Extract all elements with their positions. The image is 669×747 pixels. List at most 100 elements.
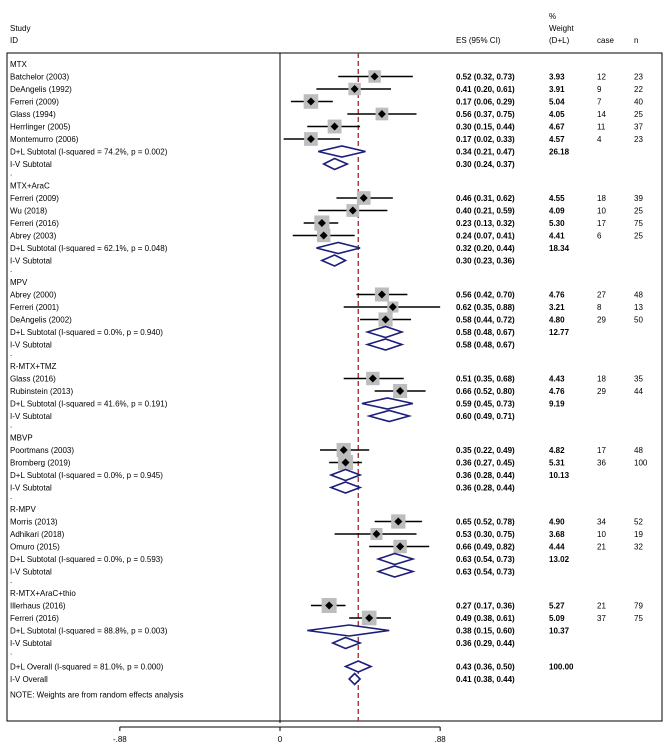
study-n: 35: [634, 375, 643, 384]
study-weight: 5.30: [549, 219, 565, 228]
study-label: Abrey (2003): [10, 232, 57, 241]
point-estimate: [377, 290, 386, 299]
dl-subtotal-es: 0.63 (0.54, 0.73): [456, 555, 515, 564]
dl-subtotal-label: D+L Subtotal (I-squared = 74.2%, p = 0.0…: [10, 148, 168, 157]
iv-subtotal-label: I-V Subtotal: [10, 341, 52, 350]
study-n: 48: [634, 446, 643, 455]
study-weight: 4.55: [549, 194, 565, 203]
dl-subtotal-weight: 26.18: [549, 148, 570, 157]
point-estimate: [359, 194, 368, 202]
study-label: Bromberg (2019): [10, 459, 71, 468]
iv-subtotal-diamond: [364, 338, 405, 351]
study-weight: 4.43: [549, 375, 565, 384]
study-es: 0.56 (0.42, 0.70): [456, 291, 515, 300]
dl-subtotal-es: 0.58 (0.48, 0.67): [456, 328, 515, 337]
study-n: 37: [634, 123, 643, 132]
study-label: Batchelor (2003): [10, 73, 69, 82]
group-title: MPV: [10, 278, 28, 287]
point-estimate: [396, 542, 405, 551]
study-case: 18: [597, 375, 606, 384]
iv-subtotal-diamond: [366, 409, 413, 423]
study-n: 25: [634, 110, 643, 119]
iv-subtotal-label: I-V Subtotal: [10, 160, 52, 169]
header-n: n: [634, 36, 638, 45]
dl-subtotal-es: 0.32 (0.20, 0.44): [456, 244, 515, 253]
study-weight: 5.04: [549, 98, 565, 107]
study-es: 0.62 (0.35, 0.88): [456, 303, 515, 312]
point-estimate: [348, 206, 357, 215]
study-label: Ferreri (2001): [10, 303, 59, 312]
study-case: 27: [597, 291, 606, 300]
study-weight: 3.91: [549, 85, 565, 94]
point-estimate: [370, 72, 379, 81]
iv-subtotal-es: 0.36 (0.28, 0.44): [456, 484, 515, 493]
dl-subtotal-weight: 13.02: [549, 555, 570, 564]
iv-subtotal-es: 0.36 (0.29, 0.44): [456, 639, 515, 648]
study-es: 0.46 (0.31, 0.62): [456, 194, 515, 203]
iv-subtotal-label: I-V Subtotal: [10, 412, 52, 421]
group-title: R-MTX+AraC+thio: [10, 589, 76, 598]
header-pct: %: [549, 12, 556, 21]
point-estimate: [317, 219, 326, 227]
group-separator: .: [10, 492, 12, 501]
dl-subtotal-weight: 18.34: [549, 244, 570, 253]
point-estimate: [394, 517, 403, 526]
study-weight: 4.80: [549, 316, 565, 325]
study-label: Ferreri (2016): [10, 614, 59, 623]
point-estimate: [396, 387, 405, 395]
study-n: 50: [634, 316, 643, 325]
dl-overall-es: 0.43 (0.36, 0.50): [456, 663, 515, 672]
point-estimate: [325, 601, 334, 610]
study-case: 6: [597, 232, 602, 241]
study-case: 29: [597, 316, 606, 325]
study-label: Poortmans (2003): [10, 446, 74, 455]
dl-overall-diamond: [343, 660, 374, 673]
study-es: 0.17 (0.02, 0.33): [456, 135, 515, 144]
iv-subtotal-diamond: [319, 254, 348, 267]
dl-subtotal-diamond: [364, 325, 405, 339]
point-estimate: [341, 458, 350, 467]
header-es: ES (95% CI): [456, 36, 501, 45]
study-weight: 4.90: [549, 518, 565, 527]
study-es: 0.41 (0.20, 0.61): [456, 85, 515, 94]
iv-subtotal-label: I-V Subtotal: [10, 484, 52, 493]
dl-subtotal-weight: 12.77: [549, 328, 570, 337]
study-n: 100: [634, 459, 648, 468]
point-estimate: [330, 122, 339, 131]
study-case: 10: [597, 530, 606, 539]
study-es: 0.30 (0.15, 0.44): [456, 123, 515, 132]
study-n: 23: [634, 73, 643, 82]
forest-marks: MTX Batchelor (2003) 0.52 (0.32, 0.73) 3.93…: [10, 53, 648, 723]
iv-subtotal-label: I-V Subtotal: [10, 257, 52, 266]
study-n: 44: [634, 387, 643, 396]
point-estimate: [319, 231, 328, 240]
study-n: 19: [634, 530, 643, 539]
dl-subtotal-diamond: [316, 241, 361, 255]
study-label: Glass (1994): [10, 110, 56, 119]
study-label: Omuro (2015): [10, 543, 60, 552]
dl-subtotal-es: 0.38 (0.15, 0.60): [456, 627, 515, 636]
study-n: 25: [634, 207, 643, 216]
study-label: Wu (2018): [10, 207, 48, 216]
group-separator: .: [10, 648, 12, 657]
study-label: Montemurro (2006): [10, 135, 79, 144]
study-es: 0.23 (0.13, 0.32): [456, 219, 515, 228]
study-case: 21: [597, 543, 606, 552]
study-n: 75: [634, 219, 643, 228]
study-label: Adhikari (2018): [10, 530, 65, 539]
dl-subtotal-diamond: [375, 552, 416, 566]
study-label: Ferreri (2009): [10, 98, 59, 107]
study-n: 79: [634, 602, 643, 611]
iv-subtotal-es: 0.63 (0.54, 0.73): [456, 568, 515, 577]
study-label: Abrey (2000): [10, 291, 57, 300]
study-n: 25: [634, 232, 643, 241]
dl-subtotal-label: D+L Subtotal (I-squared = 41.6%, p = 0.1…: [10, 400, 168, 409]
study-es: 0.58 (0.44, 0.72): [456, 316, 515, 325]
iv-overall-label: I-V Overall: [10, 675, 48, 684]
iv-subtotal-diamond: [330, 636, 363, 650]
header-study: Study: [10, 24, 30, 33]
study-weight: 5.09: [549, 614, 565, 623]
group-separator: .: [10, 349, 12, 358]
study-es: 0.35 (0.22, 0.49): [456, 446, 515, 455]
